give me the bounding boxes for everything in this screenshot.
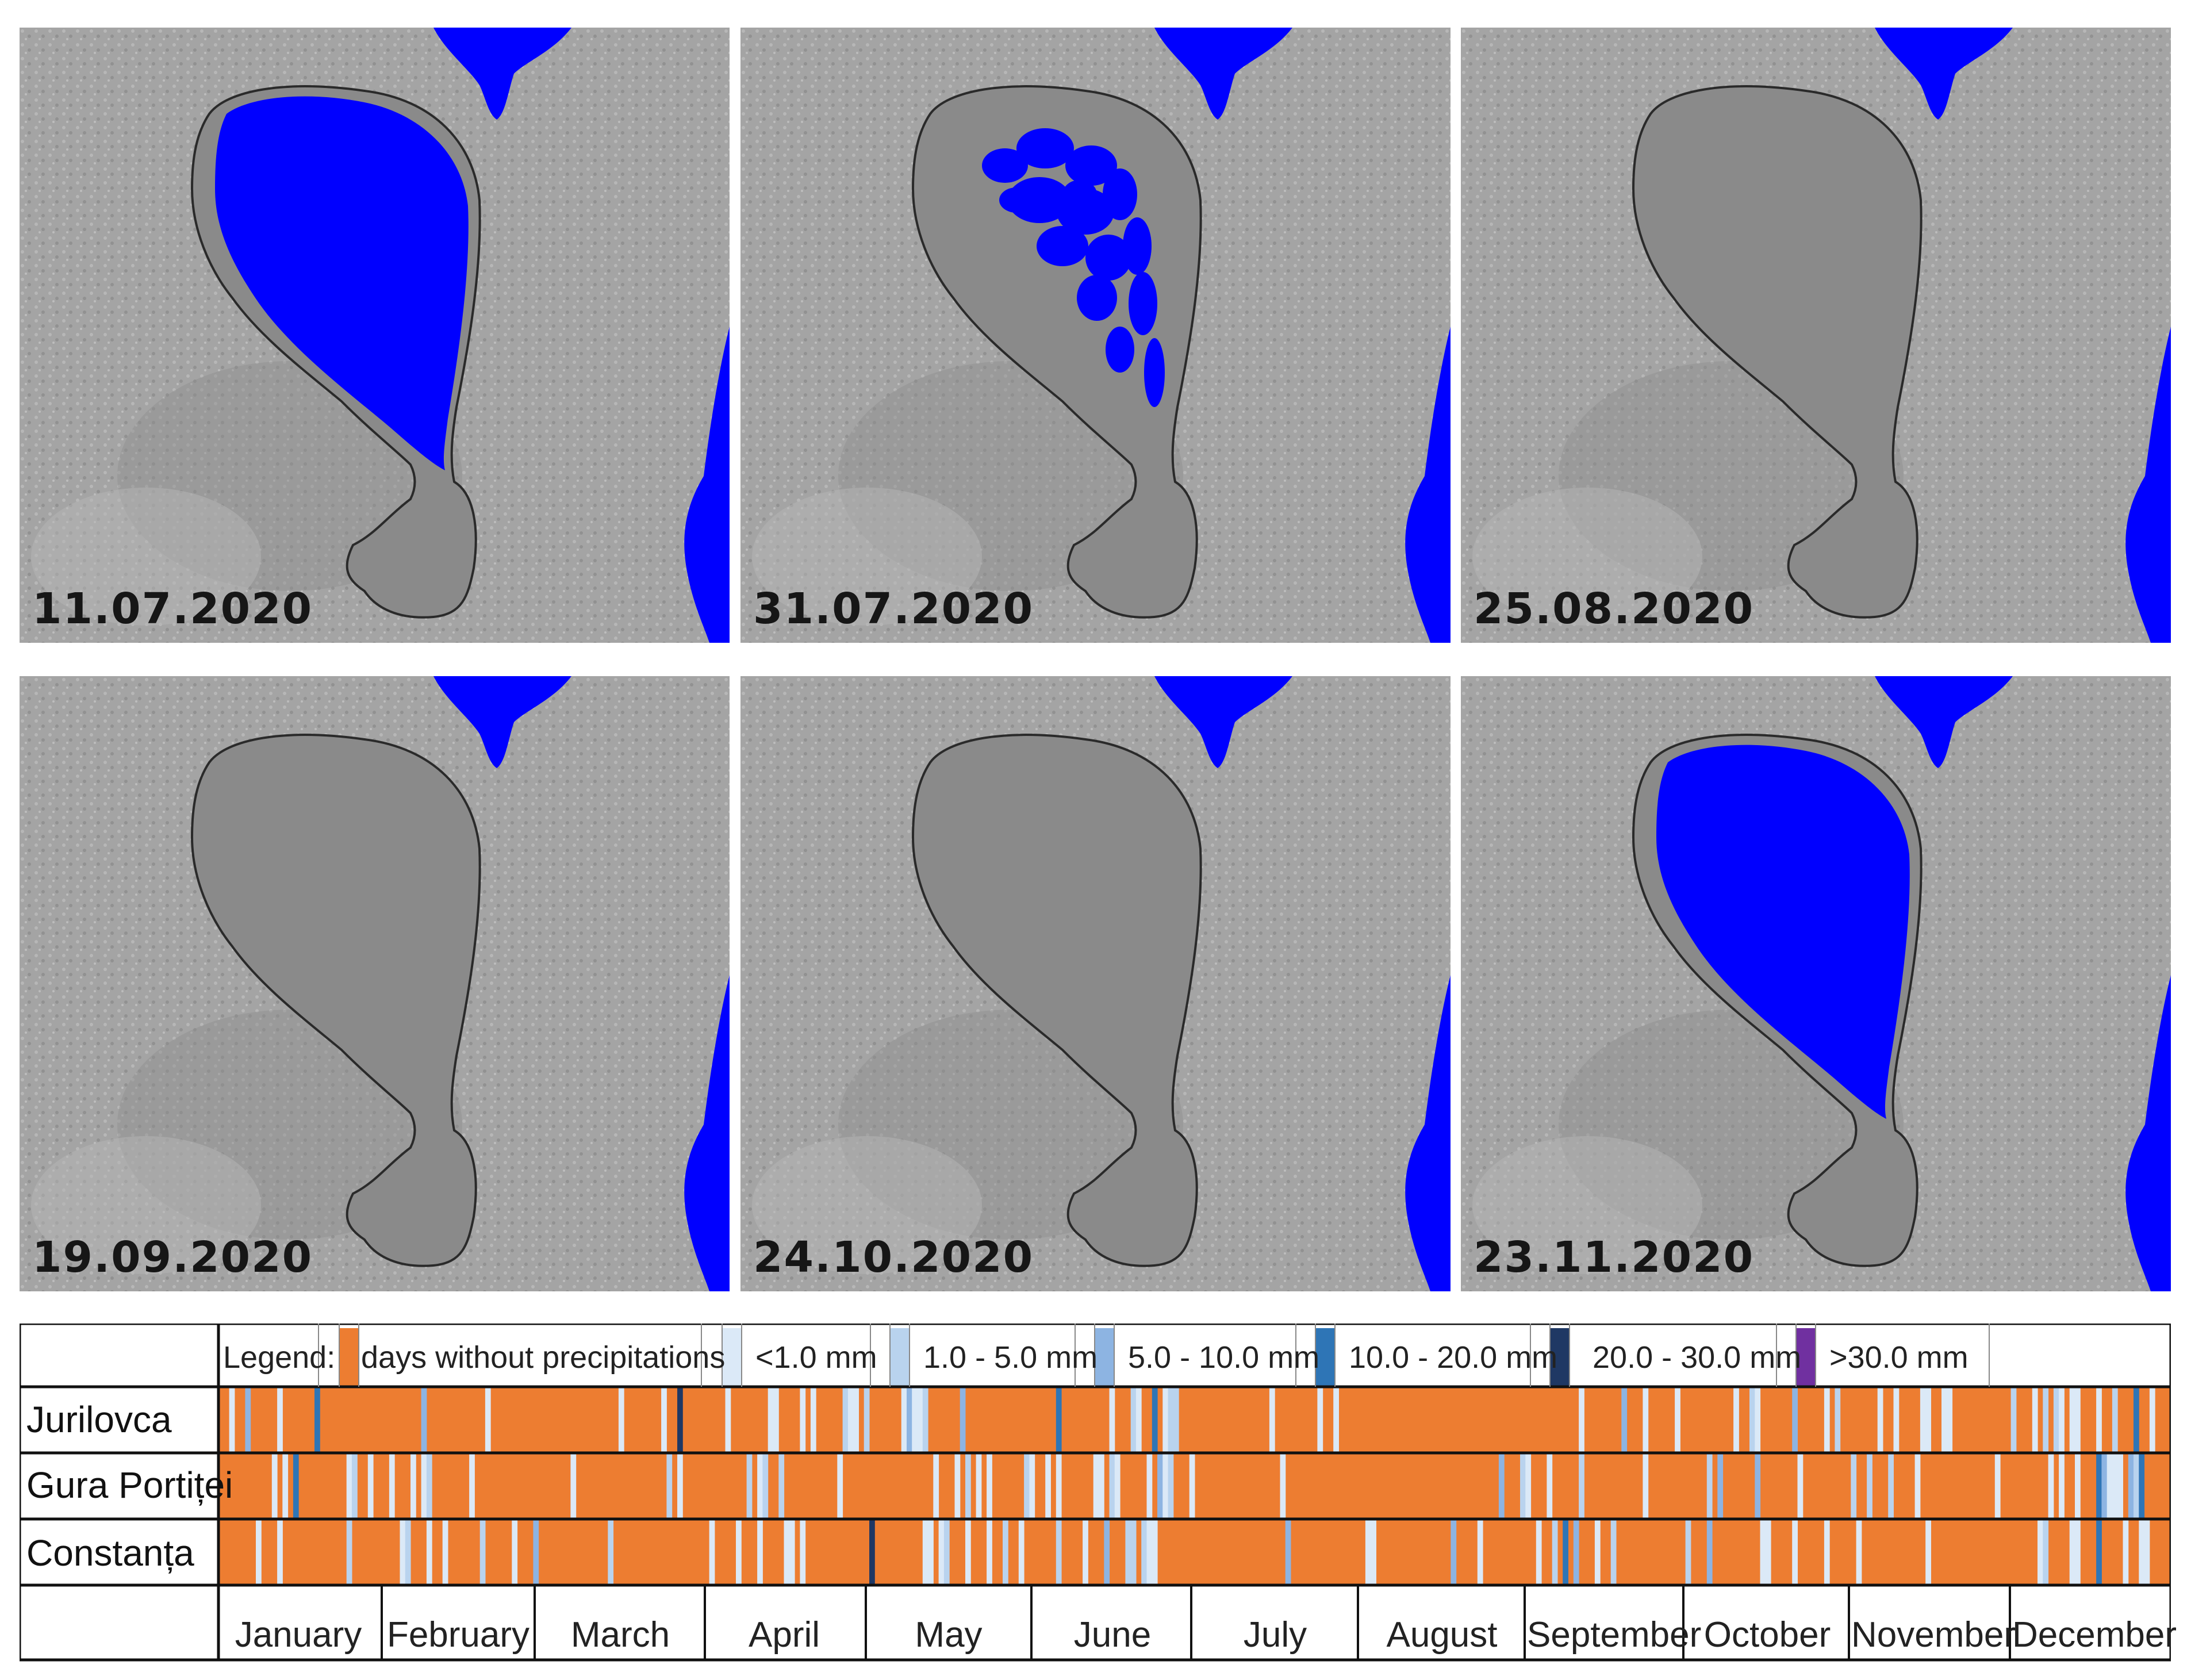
map-6 bbox=[1461, 676, 2171, 1291]
map-panel-3: 25.08.2020 bbox=[1461, 28, 2171, 643]
legend-swatch-5 bbox=[1315, 1328, 1335, 1387]
map-panel-4: 19.09.2020 bbox=[20, 676, 730, 1291]
station-jurilovca: Jurilovca bbox=[26, 1399, 172, 1440]
map-panel-5: 24.10.2020 bbox=[740, 676, 1451, 1291]
month-april: April bbox=[748, 1615, 820, 1655]
lake-bed-4 bbox=[190, 734, 481, 1267]
sea-top-1 bbox=[433, 28, 571, 120]
month-july: July bbox=[1243, 1615, 1307, 1655]
sea-right-6 bbox=[2125, 975, 2171, 1291]
sea-top-2 bbox=[1154, 28, 1292, 120]
map-panel-6: 23.11.2020 bbox=[1461, 676, 2171, 1291]
month-january: January bbox=[235, 1615, 362, 1655]
sea-top-3 bbox=[1875, 28, 2013, 120]
sea-top-6 bbox=[1875, 676, 2013, 768]
panel-date-6: 23.11.2020 bbox=[1474, 1233, 1755, 1282]
precipitation-table bbox=[18, 1322, 2173, 1663]
panel-date-2: 31.07.2020 bbox=[753, 584, 1034, 634]
month-december: December bbox=[2012, 1615, 2177, 1655]
lake-water-6 bbox=[1656, 745, 1910, 1119]
sea-right-2 bbox=[1405, 327, 1451, 643]
legend-item-1-5: 1.0 - 5.0 mm bbox=[923, 1340, 1098, 1375]
legend-swatch-1 bbox=[339, 1328, 359, 1387]
lake-bed-2 bbox=[911, 85, 1202, 619]
legend-swatch-7 bbox=[1796, 1328, 1816, 1387]
legend-item-dry: days without precipitations bbox=[361, 1340, 726, 1375]
month-june: June bbox=[1073, 1615, 1152, 1655]
map-panel-2: 31.07.2020 bbox=[740, 28, 1451, 643]
station-gura-portitei: Gura Portiței bbox=[26, 1464, 233, 1506]
legend-swatch-4 bbox=[1095, 1328, 1114, 1387]
map-5 bbox=[740, 676, 1451, 1291]
map-1 bbox=[20, 28, 730, 643]
legend-item-10-20: 10.0 - 20.0 mm bbox=[1349, 1340, 1558, 1375]
legend-item-5-10: 5.0 - 10.0 mm bbox=[1128, 1340, 1320, 1375]
map-4 bbox=[20, 676, 730, 1291]
station-constanta: Constanța bbox=[26, 1532, 194, 1574]
sea-right-5 bbox=[1405, 975, 1451, 1291]
legend-item-20-30: 20.0 - 30.0 mm bbox=[1593, 1340, 1802, 1375]
sea-top-4 bbox=[433, 676, 571, 768]
month-august: August bbox=[1386, 1615, 1498, 1655]
month-may: May bbox=[915, 1615, 983, 1655]
month-november: November bbox=[1851, 1615, 2016, 1655]
precip-row-2 bbox=[218, 1453, 2171, 1519]
lake-water-1 bbox=[215, 96, 469, 470]
panel-date-3: 25.08.2020 bbox=[1474, 584, 1755, 634]
lake-bed-5 bbox=[911, 734, 1202, 1267]
map-panel-1: 11.07.2020 bbox=[20, 28, 730, 643]
precip-row-3 bbox=[218, 1519, 2171, 1585]
sea-right-4 bbox=[684, 975, 730, 1291]
month-february: February bbox=[386, 1615, 530, 1655]
map-2 bbox=[740, 28, 1451, 643]
legend-item-gt30: >30.0 mm bbox=[1829, 1340, 1969, 1375]
sea-right-1 bbox=[684, 327, 730, 643]
legend-title: Legend: bbox=[223, 1340, 336, 1375]
legend-swatch-3 bbox=[890, 1328, 910, 1387]
legend-item-lt1: <1.0 mm bbox=[755, 1340, 877, 1375]
map-3 bbox=[1461, 28, 2171, 643]
precipitation-grid bbox=[18, 1322, 2173, 1663]
precip-row-1 bbox=[218, 1387, 2171, 1453]
lake-water-patches-2 bbox=[982, 128, 1165, 407]
sea-right-3 bbox=[2125, 327, 2171, 643]
month-march: March bbox=[570, 1615, 670, 1655]
legend-swatch-6 bbox=[1550, 1328, 1570, 1387]
sea-top-5 bbox=[1154, 676, 1292, 768]
panel-date-5: 24.10.2020 bbox=[753, 1233, 1034, 1282]
panel-date-1: 11.07.2020 bbox=[32, 584, 313, 634]
legend-swatch-2 bbox=[722, 1328, 742, 1387]
lake-bed-3 bbox=[1632, 85, 1923, 619]
month-september: September bbox=[1527, 1615, 1702, 1655]
month-october: October bbox=[1703, 1615, 1831, 1655]
panel-date-4: 19.09.2020 bbox=[32, 1233, 313, 1282]
